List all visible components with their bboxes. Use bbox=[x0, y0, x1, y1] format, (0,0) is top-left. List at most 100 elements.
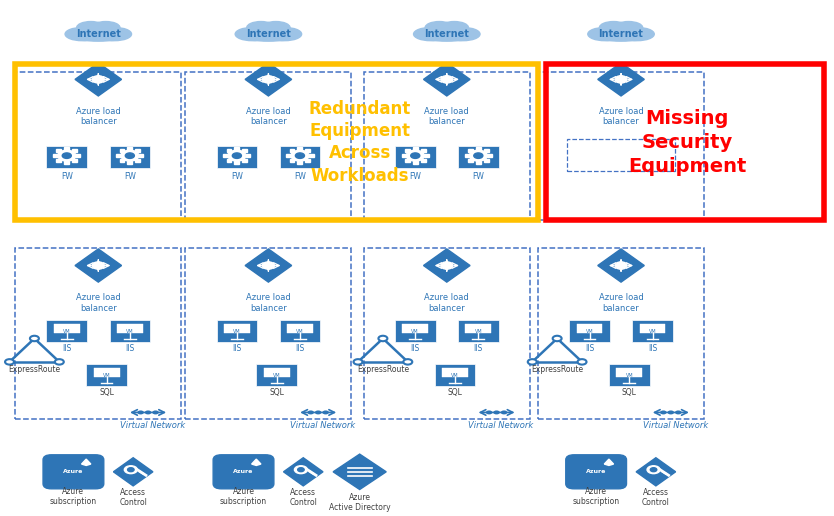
Circle shape bbox=[647, 466, 660, 474]
Text: VM: VM bbox=[63, 330, 71, 334]
FancyBboxPatch shape bbox=[576, 324, 602, 333]
Circle shape bbox=[651, 467, 657, 472]
Ellipse shape bbox=[594, 33, 648, 41]
Circle shape bbox=[308, 410, 314, 414]
Text: Azure load
balancer: Azure load balancer bbox=[246, 107, 291, 126]
Text: Azure load
balancer: Azure load balancer bbox=[246, 293, 291, 313]
Polygon shape bbox=[245, 63, 292, 96]
Ellipse shape bbox=[440, 22, 469, 34]
Ellipse shape bbox=[92, 22, 120, 34]
Circle shape bbox=[125, 153, 134, 158]
Text: Azure load
balancer: Azure load balancer bbox=[76, 293, 121, 313]
Text: IIS: IIS bbox=[474, 344, 483, 353]
Polygon shape bbox=[605, 459, 614, 465]
Circle shape bbox=[121, 150, 139, 161]
Text: Azure
Active Directory: Azure Active Directory bbox=[329, 493, 390, 512]
Circle shape bbox=[55, 359, 63, 365]
Bar bbox=[468, 150, 473, 152]
Text: VM: VM bbox=[126, 330, 133, 334]
Circle shape bbox=[675, 410, 681, 414]
Bar bbox=[413, 148, 418, 150]
FancyBboxPatch shape bbox=[214, 455, 274, 489]
Text: VM: VM bbox=[585, 330, 593, 334]
FancyBboxPatch shape bbox=[264, 368, 289, 377]
Text: ExpressRoute: ExpressRoute bbox=[357, 365, 409, 374]
FancyBboxPatch shape bbox=[458, 147, 499, 168]
Text: IIS: IIS bbox=[648, 344, 657, 353]
FancyBboxPatch shape bbox=[465, 324, 491, 333]
Text: Azure load
balancer: Azure load balancer bbox=[425, 293, 470, 313]
Text: Internet: Internet bbox=[76, 29, 121, 39]
Polygon shape bbox=[75, 249, 122, 282]
Ellipse shape bbox=[620, 27, 654, 41]
Circle shape bbox=[470, 150, 487, 161]
Circle shape bbox=[553, 336, 561, 341]
Polygon shape bbox=[636, 458, 676, 486]
Text: Internet: Internet bbox=[246, 29, 291, 39]
FancyBboxPatch shape bbox=[632, 320, 673, 342]
Bar bbox=[243, 159, 247, 162]
Circle shape bbox=[294, 466, 308, 474]
Text: Access
Control: Access Control bbox=[289, 488, 317, 507]
Circle shape bbox=[440, 262, 453, 269]
Text: FW: FW bbox=[294, 172, 306, 182]
Ellipse shape bbox=[615, 22, 643, 34]
FancyBboxPatch shape bbox=[402, 324, 428, 333]
Bar bbox=[424, 154, 429, 157]
Polygon shape bbox=[333, 454, 386, 490]
Circle shape bbox=[263, 76, 274, 83]
Bar bbox=[420, 159, 425, 162]
Bar bbox=[227, 150, 231, 152]
Text: VM: VM bbox=[451, 373, 459, 378]
Text: IIS: IIS bbox=[125, 344, 134, 353]
Text: Azure load
balancer: Azure load balancer bbox=[425, 107, 470, 126]
FancyBboxPatch shape bbox=[86, 364, 127, 386]
Text: IIS: IIS bbox=[63, 344, 72, 353]
Polygon shape bbox=[113, 458, 153, 486]
Text: VM: VM bbox=[649, 330, 656, 334]
Ellipse shape bbox=[262, 22, 290, 34]
FancyBboxPatch shape bbox=[287, 324, 313, 333]
Text: Azure load
balancer: Azure load balancer bbox=[599, 293, 643, 313]
Bar bbox=[73, 159, 77, 162]
Bar bbox=[135, 159, 140, 162]
Circle shape bbox=[128, 467, 134, 472]
Text: Azure load
balancer: Azure load balancer bbox=[76, 107, 121, 126]
Circle shape bbox=[500, 410, 507, 414]
Bar bbox=[487, 154, 492, 157]
Ellipse shape bbox=[599, 25, 644, 41]
Ellipse shape bbox=[235, 27, 269, 41]
FancyBboxPatch shape bbox=[609, 364, 650, 386]
Circle shape bbox=[58, 150, 76, 161]
Polygon shape bbox=[82, 459, 91, 465]
FancyBboxPatch shape bbox=[395, 320, 435, 342]
Text: FW: FW bbox=[231, 172, 243, 182]
Polygon shape bbox=[245, 249, 292, 282]
FancyBboxPatch shape bbox=[640, 324, 666, 333]
Bar bbox=[567, 139, 675, 171]
FancyBboxPatch shape bbox=[47, 320, 87, 342]
FancyBboxPatch shape bbox=[395, 147, 435, 168]
Circle shape bbox=[615, 76, 627, 83]
Circle shape bbox=[124, 466, 138, 474]
Circle shape bbox=[440, 76, 453, 83]
Bar bbox=[128, 148, 133, 150]
Circle shape bbox=[63, 153, 72, 158]
Bar bbox=[298, 161, 303, 164]
Bar bbox=[305, 150, 310, 152]
Text: SQL: SQL bbox=[622, 388, 637, 397]
Bar bbox=[116, 154, 121, 157]
Circle shape bbox=[263, 262, 274, 269]
Bar bbox=[135, 150, 140, 152]
Circle shape bbox=[528, 359, 537, 365]
Circle shape bbox=[266, 264, 271, 267]
FancyBboxPatch shape bbox=[109, 320, 150, 342]
Circle shape bbox=[578, 359, 586, 365]
Bar bbox=[185, 248, 351, 419]
Ellipse shape bbox=[446, 27, 480, 41]
Text: Azure: Azure bbox=[234, 469, 254, 474]
FancyBboxPatch shape bbox=[616, 368, 642, 377]
Circle shape bbox=[410, 153, 420, 158]
Text: Azure
subscription: Azure subscription bbox=[50, 487, 97, 506]
Text: Internet: Internet bbox=[425, 29, 470, 39]
